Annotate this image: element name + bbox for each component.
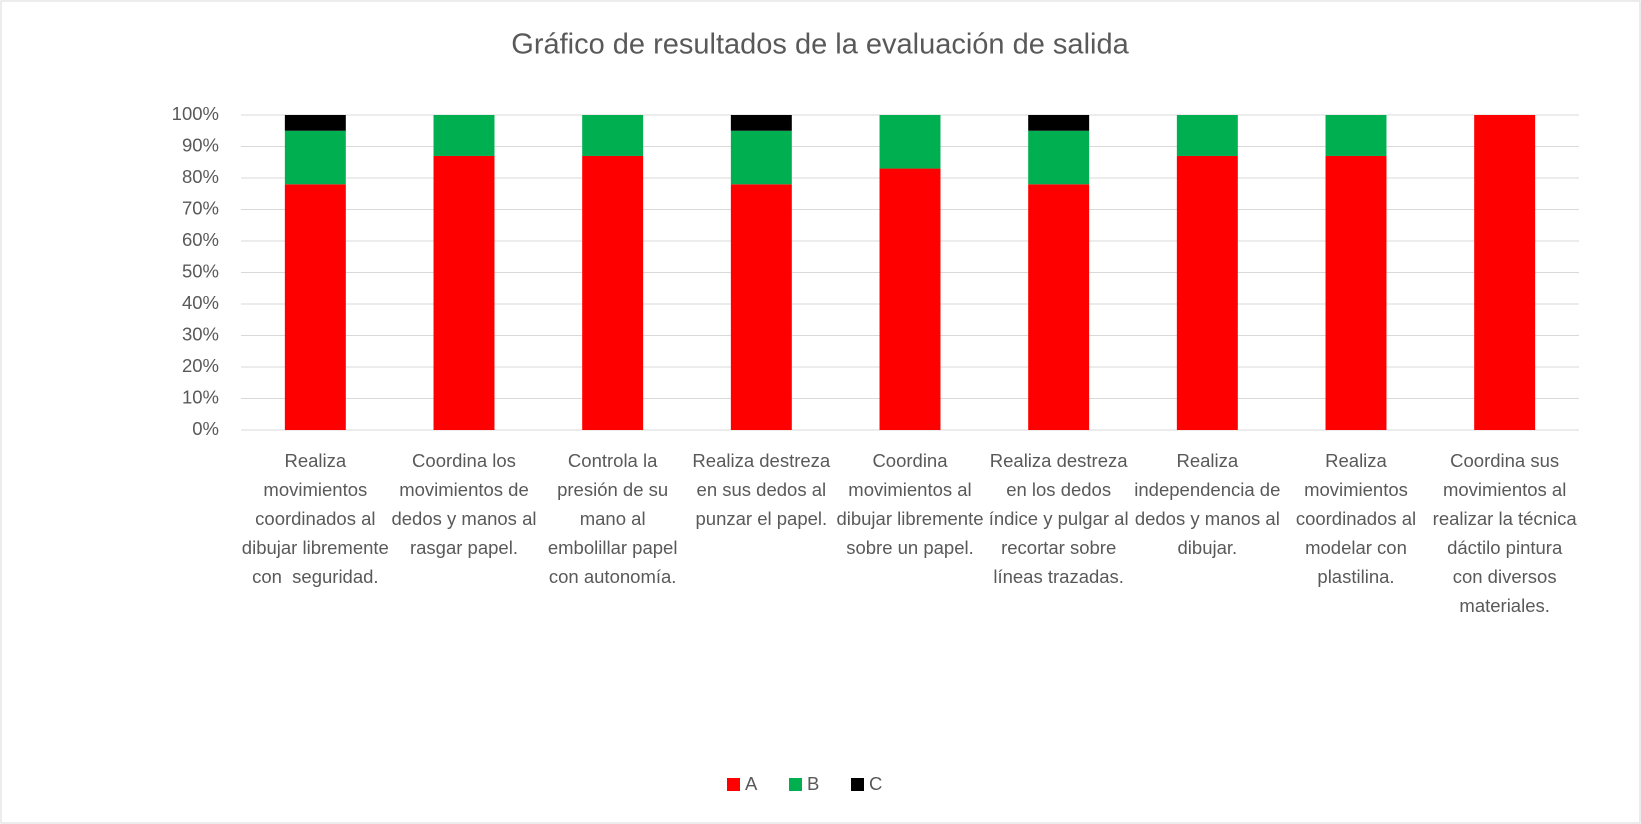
bar-segment	[730, 130, 792, 185]
legend-label: B	[807, 773, 819, 794]
y-tick-label: 100%	[172, 103, 219, 124]
y-tick-label: 50%	[182, 260, 219, 281]
bar-segment	[284, 184, 346, 430]
x-tick-label: Coordina los movimientos de dedos y mano…	[391, 450, 537, 558]
x-tick-label: Realiza movimientos coordinados al model…	[1295, 450, 1422, 587]
bar-segment	[433, 115, 495, 156]
y-tick-label: 0%	[192, 418, 219, 439]
chart-title: Gráfico de resultados de la evaluación d…	[511, 29, 1129, 61]
legend-swatch	[727, 778, 740, 791]
y-tick-label: 10%	[182, 386, 219, 407]
y-tick-label: 80%	[182, 166, 219, 187]
y-tick-label: 40%	[182, 292, 219, 313]
bar-segment	[879, 115, 941, 169]
x-tick-label: Coordina movimientos al dibujar libremen…	[836, 450, 984, 558]
x-tick-label: Realiza movimientos coordinados al dibuj…	[241, 450, 389, 587]
x-tick-label: Realiza independencia de dedos y manos a…	[1134, 450, 1281, 558]
x-tick-label: Coordina sus movimientos al realizar la …	[1432, 450, 1577, 616]
bar-segment	[730, 115, 792, 131]
bar-segment	[879, 168, 941, 431]
y-tick-label: 90%	[182, 134, 219, 155]
bar-segment	[1028, 184, 1090, 430]
bar-segment	[1028, 130, 1090, 185]
y-tick-label: 70%	[182, 197, 219, 218]
bar-segment	[582, 115, 644, 156]
legend-swatch	[789, 778, 802, 791]
y-tick-label: 60%	[182, 229, 219, 250]
y-tick-label: 30%	[182, 323, 219, 344]
legend-label: A	[745, 773, 758, 794]
y-tick-label: 20%	[182, 355, 219, 376]
bar-segment	[433, 155, 495, 430]
bar-segment	[1474, 115, 1536, 430]
bar-segment	[582, 155, 644, 430]
x-tick-label: Realiza destreza en los dedos índice y p…	[988, 450, 1134, 587]
x-tick-label: Controla la presión de su mano al emboli…	[547, 450, 683, 587]
bar-segment	[1325, 155, 1387, 430]
bar-segment	[730, 184, 792, 430]
legend-label: C	[869, 773, 882, 794]
bar-segment	[284, 115, 346, 131]
legend-swatch	[851, 778, 864, 791]
bar-segment	[284, 130, 346, 185]
bar-segment	[1176, 115, 1238, 156]
bar-segment	[1176, 155, 1238, 430]
bar-segment	[1325, 115, 1387, 156]
bar-segment	[1028, 115, 1090, 131]
x-tick-label: Realiza destreza en sus dedos al punzar …	[692, 450, 836, 529]
